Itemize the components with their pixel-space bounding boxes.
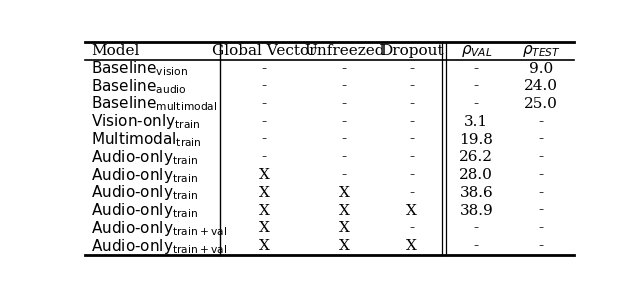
Text: X: X bbox=[259, 221, 270, 235]
Text: $\mathrm{Baseline}_{\mathrm{vision}}$: $\mathrm{Baseline}_{\mathrm{vision}}$ bbox=[91, 59, 188, 78]
Text: -: - bbox=[474, 221, 479, 235]
Text: $\mathrm{Baseline}_{\mathrm{audio}}$: $\mathrm{Baseline}_{\mathrm{audio}}$ bbox=[91, 77, 187, 96]
Text: -: - bbox=[409, 150, 414, 164]
Text: Dropout: Dropout bbox=[380, 44, 444, 58]
Text: 26.2: 26.2 bbox=[460, 150, 493, 164]
Text: -: - bbox=[409, 186, 414, 200]
Text: -: - bbox=[409, 79, 414, 93]
Text: -: - bbox=[538, 239, 543, 253]
Text: $\mathrm{Audio\text{-}only}_{\mathrm{train}}$: $\mathrm{Audio\text{-}only}_{\mathrm{tra… bbox=[91, 148, 198, 167]
Text: $\mathrm{Audio\text{-}only}_{\mathrm{train}}$: $\mathrm{Audio\text{-}only}_{\mathrm{tra… bbox=[91, 201, 198, 220]
Text: 19.8: 19.8 bbox=[460, 133, 493, 147]
Text: -: - bbox=[409, 115, 414, 129]
Text: $\mathrm{Multimodal}_{\mathrm{train}}$: $\mathrm{Multimodal}_{\mathrm{train}}$ bbox=[91, 130, 202, 149]
Text: -: - bbox=[538, 168, 543, 182]
Text: Unfreezed: Unfreezed bbox=[304, 44, 385, 58]
Text: -: - bbox=[538, 115, 543, 129]
Text: -: - bbox=[342, 133, 347, 147]
Text: -: - bbox=[342, 150, 347, 164]
Text: -: - bbox=[262, 62, 267, 76]
Text: -: - bbox=[342, 79, 347, 93]
Text: -: - bbox=[538, 221, 543, 235]
Text: -: - bbox=[538, 186, 543, 200]
Text: X: X bbox=[259, 168, 270, 182]
Text: $\mathrm{Vision\text{-}only}_{\mathrm{train}}$: $\mathrm{Vision\text{-}only}_{\mathrm{tr… bbox=[91, 112, 200, 131]
Text: 25.0: 25.0 bbox=[524, 97, 558, 111]
Text: 24.0: 24.0 bbox=[524, 79, 558, 93]
Text: -: - bbox=[342, 62, 347, 76]
Text: X: X bbox=[339, 203, 349, 218]
Text: X: X bbox=[339, 221, 349, 235]
Text: X: X bbox=[406, 203, 417, 218]
Text: -: - bbox=[474, 79, 479, 93]
Text: X: X bbox=[339, 186, 349, 200]
Text: $\mathrm{Audio\text{-}only}_{\mathrm{train}}$: $\mathrm{Audio\text{-}only}_{\mathrm{tra… bbox=[91, 183, 198, 202]
Text: -: - bbox=[474, 239, 479, 253]
Text: X: X bbox=[406, 239, 417, 253]
Text: -: - bbox=[409, 133, 414, 147]
Text: $\mathrm{Audio\text{-}only}_{\mathrm{train+val}}$: $\mathrm{Audio\text{-}only}_{\mathrm{tra… bbox=[91, 219, 227, 238]
Text: X: X bbox=[259, 203, 270, 218]
Text: X: X bbox=[259, 239, 270, 253]
Text: -: - bbox=[262, 97, 267, 111]
Text: X: X bbox=[339, 239, 349, 253]
Text: -: - bbox=[409, 168, 414, 182]
Text: -: - bbox=[262, 79, 267, 93]
Text: -: - bbox=[262, 115, 267, 129]
Text: -: - bbox=[342, 115, 347, 129]
Text: 9.0: 9.0 bbox=[529, 62, 553, 76]
Text: 38.6: 38.6 bbox=[460, 186, 493, 200]
Text: -: - bbox=[409, 62, 414, 76]
Text: -: - bbox=[538, 133, 543, 147]
Text: -: - bbox=[538, 203, 543, 218]
Text: -: - bbox=[474, 62, 479, 76]
Text: $\mathrm{Audio\text{-}only}_{\mathrm{train+val}}$: $\mathrm{Audio\text{-}only}_{\mathrm{tra… bbox=[91, 236, 227, 255]
Text: $\mathrm{Audio\text{-}only}_{\mathrm{train}}$: $\mathrm{Audio\text{-}only}_{\mathrm{tra… bbox=[91, 166, 198, 185]
Text: -: - bbox=[538, 150, 543, 164]
Text: $\rho_{VAL}$: $\rho_{VAL}$ bbox=[461, 43, 492, 59]
Text: -: - bbox=[342, 168, 347, 182]
Text: $\rho_{TEST}$: $\rho_{TEST}$ bbox=[522, 43, 561, 59]
Text: 28.0: 28.0 bbox=[460, 168, 493, 182]
Text: X: X bbox=[259, 186, 270, 200]
Text: Model: Model bbox=[91, 44, 140, 58]
Text: $\mathrm{Baseline}_{\mathrm{multimodal}}$: $\mathrm{Baseline}_{\mathrm{multimodal}}… bbox=[91, 95, 217, 113]
Text: -: - bbox=[342, 97, 347, 111]
Text: Global Vector: Global Vector bbox=[212, 44, 317, 58]
Text: -: - bbox=[262, 133, 267, 147]
Text: 3.1: 3.1 bbox=[464, 115, 488, 129]
Text: -: - bbox=[474, 97, 479, 111]
Text: -: - bbox=[262, 150, 267, 164]
Text: 38.9: 38.9 bbox=[460, 203, 493, 218]
Text: -: - bbox=[409, 221, 414, 235]
Text: -: - bbox=[409, 97, 414, 111]
